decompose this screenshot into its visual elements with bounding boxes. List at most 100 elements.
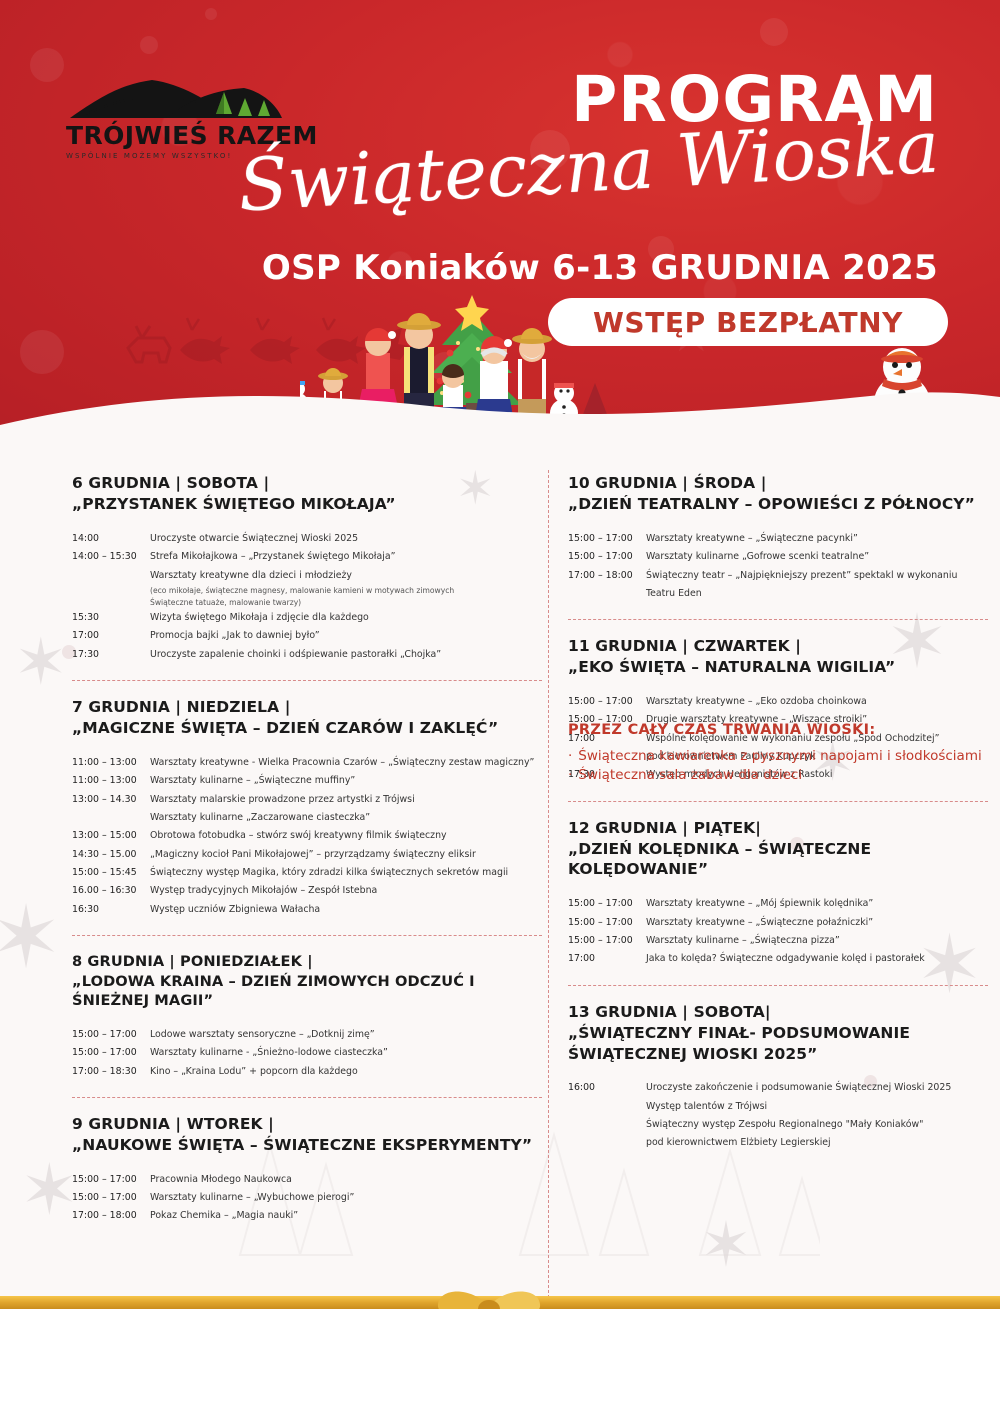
schedule-item-description: Warsztaty kreatywne – „Świąteczne pacynk… (646, 532, 858, 544)
schedule-item-time: 17:00 (568, 732, 596, 744)
schedule-item-description: Pokaz Chemika – „Magia nauki” (150, 1210, 299, 1222)
free-entry-label: WSTĘP BEZPŁATNY (592, 305, 904, 339)
schedule-item-description: Świąteczny występ Magika, który zdradzi … (150, 866, 509, 878)
logo-wordmark: TRÓJWIEŚ RAZEM (66, 121, 318, 150)
schedule-item: 17:30 Uroczyste zapalenie choinki i odśpi… (72, 646, 542, 664)
schedule-item-description: Warsztaty kulinarne - „Śnieżno-lodowe ci… (150, 1047, 388, 1059)
schedule-item: 15:00 – 17:00 Warsztaty kulinarne „Gofrow… (568, 548, 988, 566)
schedule-item: 11:00 – 13:00 Warsztaty kreatywne - Wielk… (72, 754, 542, 772)
event-script-title: Świąteczna Wioska (236, 104, 942, 228)
program-heading: PROGRAM (571, 63, 938, 136)
schedule-item-description: Występ młodych Heligonistów z Rastoki (646, 769, 833, 781)
schedule-item-description: Lodowe warsztaty sensoryczne – „Dotknij … (150, 1028, 375, 1040)
star-watermark-icon: ✶ (916, 920, 984, 1009)
schedule-item-time: 15:00 – 15:45 (72, 866, 137, 878)
schedule-item-description: Warsztaty kreatywne – „Eko ozdoba choink… (646, 696, 867, 707)
schedule-item: 17:30 Występ młodych Heligonistów z Rasto… (568, 766, 988, 784)
schedule-item-time: 16:30 (72, 903, 100, 915)
always-open-item-text: Świąteczna kawiarenka z pysznymi napojam… (578, 748, 982, 764)
snow-wave-divider (0, 392, 1000, 455)
schedule-item-description: Warsztaty kreatywne - Wielka Pracownia C… (150, 756, 535, 768)
schedule-item-time: 15:00 – 17:00 (568, 714, 633, 726)
schedule-item-description: Warsztaty kulinarne – „Świąteczna pizza” (646, 935, 840, 947)
star-watermark-icon: ✶ (456, 462, 495, 514)
schedule-item: pod kierownictwem Elżbiety Legierskiej (568, 1134, 988, 1152)
schedule-item: 17:00 – 18:00 Pokaz Chemika – „Magia nauk… (72, 1207, 542, 1225)
decorative-bokeh-dot (760, 18, 788, 46)
schedule-item: 13:00 – 15:00 Obrotowa fotobudka – stwórz… (72, 827, 542, 845)
schedule-item-description: Warsztaty kulinarne „Gofrowe scenki teat… (646, 551, 870, 563)
schedule-item-time: 17:30 (568, 769, 596, 781)
day-block: 11 GRUDNIA | CZWARTEK | „EKO ŚWIĘTA – NAT… (568, 636, 988, 784)
decorative-bokeh-dot (205, 8, 217, 20)
decorative-dot (790, 837, 804, 851)
schedule-item-description: pod kierownictwem Elżbiety Legierskiej (646, 1137, 831, 1149)
day-heading: 11 GRUDNIA | CZWARTEK | „EKO ŚWIĘTA – NAT… (568, 636, 988, 678)
decorative-bokeh-dot (140, 36, 158, 54)
day-separator (72, 680, 542, 682)
schedule-item-description: Wspólne kolędowanie w wykonaniu zespołu … (646, 732, 940, 744)
schedule-item-description: Pracownia Młodego Naukowca (150, 1173, 292, 1185)
logo-tagline: WSPÓLNIE MOŻEMY WSZYSTKO! (66, 152, 233, 160)
schedule-item-time: 13:00 – 15:00 (72, 830, 137, 842)
schedule-item-description: Drugie warsztaty kreatywne – „Wiszące st… (646, 714, 868, 726)
star-watermark-icon: ✶ (0, 890, 63, 986)
schedule-item-time: 14:00 (72, 532, 100, 544)
day-heading: 8 GRUDNIA | PONIEDZIAŁEK | „LODOWA KRAINA… (72, 952, 542, 1011)
bullet-icon: · (568, 748, 573, 764)
day-heading-line-2: „ŚWIĄTECZNY FINAŁ- PODSUMOWANIE (568, 1023, 911, 1042)
schedule-item-time: 15:00 – 17:00 (568, 696, 633, 707)
schedule-item: 14:00 – 15:30 Strefa Mikołajkowa – „Przys… (72, 548, 542, 566)
day-item-list: 15:00 – 17:00 Pracownia Młodego Naukowca 1… (72, 1171, 542, 1226)
schedule-item: 15:00 – 17:00 Warsztaty kreatywne – „Świą… (568, 914, 988, 932)
decorative-bokeh-dot (648, 236, 674, 262)
day-block: 12 GRUDNIA | PIĄTEK| „DZIEŃ KOLĘDNIKA – Ś… (568, 818, 988, 969)
decorative-dot (864, 1075, 877, 1088)
always-open-heading: PRZEZ CAŁY CZAS TRWANIA WIOSKI: (568, 722, 876, 738)
day-block: 6 GRUDNIA | SOBOTA | „PRZYSTANEK ŚWIĘTEGO… (72, 473, 542, 664)
day-heading: 6 GRUDNIA | SOBOTA | „PRZYSTANEK ŚWIĘTEGO… (72, 473, 542, 515)
schedule-item: 17:00 Wspólne kolędowanie w wykonaniu zes… (568, 730, 988, 748)
schedule-item-time: 15:00 – 17:00 (568, 532, 633, 544)
schedule-item: 15:00 – 17:00 Warsztaty kreatywne – „Mój … (568, 895, 988, 913)
always-open-block: PRZEZ CAŁY CZAS TRWANIA WIOSKI: · Świątec… (568, 722, 988, 785)
schedule-item-time: 17:00 (568, 953, 596, 965)
program-column-left: 6 GRUDNIA | SOBOTA | „PRZYSTANEK ŚWIĘTEGO… (72, 473, 542, 1226)
column-divider (548, 470, 549, 1298)
schedule-item: Warsztaty kulinarne „Zaczarowane ciastec… (72, 809, 542, 827)
schedule-item-description: Warsztaty kreatywne – „Mój śpiewnik kolę… (646, 898, 874, 910)
schedule-item-time: 11:00 – 13:00 (72, 756, 137, 768)
schedule-item: 15:00 – 17:00 Warsztaty kreatywne – „Świą… (568, 530, 988, 548)
day-block: 10 GRUDNIA | ŚRODA | „DZIEŃ TEATRALNY – O… (568, 473, 988, 603)
schedule-item: Świąteczne tatuaże, malowanie twarzy) (72, 597, 542, 609)
schedule-item-description: Obrotowa fotobudka – stwórz swój kreatyw… (150, 830, 447, 842)
poster-header: ★ ★ (0, 0, 1000, 455)
schedule-item-time: 14:30 – 15.00 (72, 848, 137, 860)
schedule-item-description: Świąteczny teatr – „Najpiękniejszy preze… (646, 569, 958, 599)
day-heading-line-2: „DZIEŃ TEATRALNY – OPOWIEŚCI Z PÓŁNOCY” (568, 494, 975, 513)
schedule-item: Występ talentów z Trójwsi (568, 1098, 988, 1116)
program-body: ✶ ✶ ✶ ✶ ✶ ✶ ✶ ✶ 6 GRUDNIA | SOBOTA | „PRZ… (0, 455, 1000, 1285)
day-heading-line-1: 9 GRUDNIA | WTOREK | (72, 1114, 274, 1133)
decorative-bokeh-dot (30, 48, 64, 82)
schedule-item-description: pod kierownictwem Pauliny Kupczyk (646, 750, 816, 762)
decorative-dot (62, 645, 76, 659)
day-separator (568, 619, 988, 621)
schedule-item-time: 15:00 – 17:00 (568, 898, 633, 910)
schedule-item-time: 17:30 (72, 648, 100, 660)
schedule-item-description: Warsztaty kulinarne – „Wybuchowe pierogi… (150, 1192, 355, 1204)
schedule-item: 16:30 Występ uczniów Zbigniewa Wałacha (72, 901, 542, 919)
day-heading-line-3: ŚWIĄTECZNEJ WIOSKI 2025” (568, 1044, 818, 1063)
day-block: 13 GRUDNIA | SOBOTA| „ŚWIĄTECZNY FINAŁ- P… (568, 1002, 988, 1153)
day-separator (568, 984, 988, 986)
schedule-item-time: 17:00 – 18:00 (72, 1210, 137, 1222)
schedule-item: 15:00 – 15:45 Świąteczny występ Magika, k… (72, 864, 542, 882)
forest-watermark-illustration (238, 1131, 820, 1256)
schedule-item: Warsztaty kreatywne dla dzieci i młodzie… (72, 567, 542, 585)
schedule-item-description: Uroczyste otwarcie Świątecznej Wioski 20… (150, 532, 359, 544)
day-heading-line-2: „LODOWA KRAINA – DZIEŃ ZIMOWYCH ODCZUĆ I… (72, 972, 475, 1010)
schedule-item: 15:00 – 17:00 Warsztaty kreatywne – „Eko … (568, 693, 988, 711)
schedule-item: 15:00 – 17:00 Drugie warsztaty kreatywne … (568, 711, 988, 729)
poster-footer: Organizator: Współorganizator: TRÓJWIEŚ … (0, 1309, 1000, 1414)
schedule-item-description: Uroczyste zapalenie choinki i odśpiewani… (150, 648, 442, 660)
